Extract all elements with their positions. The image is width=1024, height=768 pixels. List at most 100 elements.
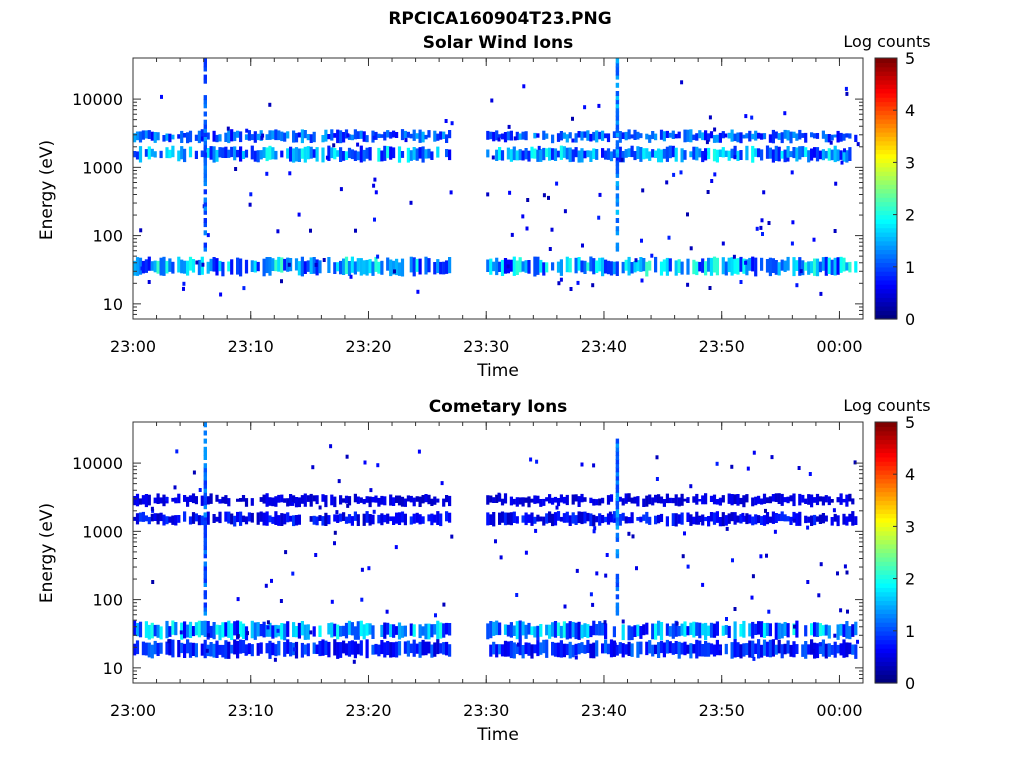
heatmap-cell (705, 140, 709, 145)
heatmap-cell (265, 147, 269, 162)
heatmap-cell (287, 262, 291, 267)
heatmap-cell (615, 140, 620, 146)
heatmap-cell (521, 621, 525, 636)
heatmap-cell (218, 499, 222, 504)
heatmap-cell (527, 150, 531, 162)
heatmap-cell (551, 622, 555, 637)
heatmap-cell (615, 582, 620, 587)
heatmap-cell (813, 147, 817, 158)
heatmap-cell (760, 621, 764, 638)
heatmap-cell (539, 516, 543, 522)
heatmap-cell (495, 130, 499, 141)
heatmap-cell (595, 624, 599, 636)
heatmap-cell (415, 643, 419, 654)
heatmap-cell (848, 261, 852, 273)
heatmap-cell (713, 172, 717, 177)
heatmap-cell (508, 190, 512, 195)
heatmap-cell (615, 520, 620, 526)
heatmap-cell (627, 129, 631, 140)
heatmap-cell (309, 134, 313, 143)
heatmap-cell (636, 624, 640, 637)
heatmap-cell (200, 643, 204, 656)
heatmap-cell (671, 497, 675, 504)
heatmap-cell (819, 291, 823, 296)
heatmap-cell (516, 642, 520, 647)
heatmap-cell (595, 516, 599, 523)
heatmap-cell (815, 147, 820, 162)
heatmap-cell (292, 495, 296, 504)
heatmap-cell (733, 512, 737, 525)
heatmap-cell (780, 259, 784, 271)
heatmap-cell (383, 496, 387, 506)
heatmap-cell (309, 146, 313, 159)
heatmap-cell (203, 602, 207, 608)
heatmap-cell (565, 147, 569, 160)
heatmap-cell (759, 225, 763, 230)
heatmap-cell (515, 644, 519, 654)
heatmap-cell (412, 639, 416, 657)
heatmap-cell (221, 147, 225, 158)
heatmap-cell (286, 148, 290, 159)
heatmap-cell (427, 514, 431, 522)
heatmap-cell (336, 262, 340, 272)
heatmap-cell (748, 514, 752, 524)
heatmap-cell (153, 497, 157, 504)
heatmap-cell (795, 133, 799, 141)
heatmap-cell (842, 498, 846, 503)
heatmap-cell (165, 620, 169, 639)
heatmap-cell (333, 148, 337, 160)
heatmap-cell (645, 511, 649, 524)
heatmap-cell (810, 261, 814, 274)
heatmap-cell (509, 640, 513, 659)
heatmap-cell (548, 511, 552, 523)
heatmap-cell (347, 134, 352, 140)
x-axis-label: Time (476, 725, 519, 745)
heatmap-cell (739, 624, 743, 637)
heatmap-cell (651, 131, 655, 140)
heatmap-cell (821, 639, 825, 657)
heatmap-cell (683, 150, 687, 160)
heatmap-cell (503, 493, 508, 504)
heatmap-cell (843, 564, 847, 569)
heatmap-cell (339, 147, 343, 162)
heatmap-cell (215, 624, 219, 635)
heatmap-cell (427, 494, 431, 505)
heatmap-cell (380, 640, 384, 655)
heatmap-cell (406, 495, 410, 502)
heatmap-cell (542, 516, 546, 526)
heatmap-cell (171, 515, 175, 525)
heatmap-cell (754, 643, 758, 654)
heatmap-cell (830, 645, 834, 655)
heatmap-cell (654, 515, 658, 525)
heatmap-cell (156, 513, 160, 525)
heatmap-cell (433, 130, 437, 142)
heatmap-cell (171, 261, 175, 274)
heatmap-cell (762, 493, 767, 504)
heatmap-cell (332, 143, 336, 148)
heatmap-cell (416, 289, 420, 294)
heatmap-cell (624, 131, 628, 141)
heatmap-cell (634, 258, 638, 263)
heatmap-cell (495, 620, 499, 636)
heatmap-cell (241, 640, 246, 654)
heatmap-cell (680, 512, 684, 525)
heatmap-cell (194, 496, 198, 505)
heatmap-cell (177, 515, 181, 523)
heatmap-cell (327, 641, 331, 658)
heatmap-cell (436, 146, 440, 158)
heatmap-cell (346, 503, 350, 508)
heatmap-cell (636, 146, 640, 159)
heatmap-cell (309, 228, 312, 233)
heatmap-cell (562, 513, 566, 523)
heatmap-cell (430, 624, 434, 638)
heatmap-cell (389, 624, 393, 638)
heatmap-cell (730, 494, 734, 506)
heatmap-cell (242, 286, 246, 291)
heatmap-cell (639, 626, 643, 639)
heatmap-cell (733, 494, 737, 505)
heatmap-cell (527, 514, 531, 523)
heatmap-cell (256, 150, 260, 163)
heatmap-cell (615, 164, 620, 170)
heatmap-cell (144, 130, 148, 139)
heatmap-cell (135, 151, 140, 160)
